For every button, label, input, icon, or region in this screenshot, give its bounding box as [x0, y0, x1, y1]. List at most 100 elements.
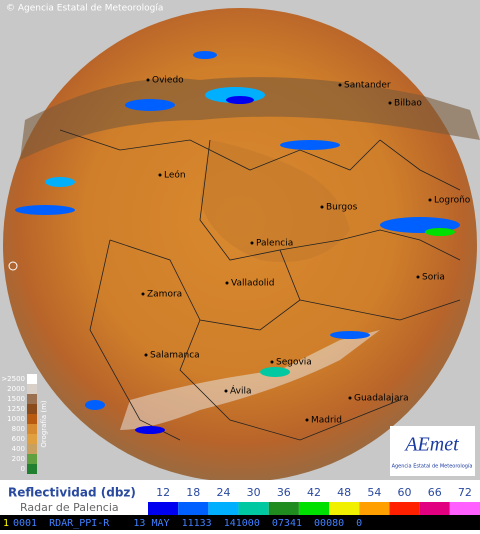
scale-swatch: [298, 502, 330, 515]
city-marker: [305, 418, 309, 422]
scale-swatch: [359, 502, 390, 515]
city-label: Valladolid: [231, 279, 274, 289]
scale-swatch: [148, 502, 179, 515]
orography-swatch: [27, 414, 37, 424]
orography-label: 600: [12, 435, 25, 443]
orography-label: 200: [12, 455, 25, 463]
orography-label: 1250: [7, 405, 25, 413]
orography-label: 800: [12, 425, 25, 433]
orography-legend: >250020001500125010008006004002000Orogra…: [1, 374, 48, 474]
orography-label: 1000: [7, 415, 25, 423]
orography-swatch: [27, 424, 37, 434]
legend-title: Reflectividad (dbz): [8, 486, 136, 500]
logo-caption: Agencia Estatal de Meteorología: [392, 463, 473, 470]
city-marker: [225, 281, 229, 285]
mountains: [20, 77, 480, 160]
city-marker: [338, 83, 342, 87]
scale-label: 72: [458, 486, 472, 499]
city-label: Logroño: [434, 196, 471, 206]
status-text: 0001 RDAR_PPI-R 13 MAY 11133 141000 0734…: [13, 518, 362, 529]
city-marker: [416, 275, 420, 279]
city-marker: [146, 78, 150, 82]
logo-box: [390, 426, 475, 476]
echo: [135, 426, 165, 434]
echo: [260, 367, 290, 377]
scale-label: 30: [247, 486, 261, 499]
map: [0, 0, 480, 480]
echo: [280, 140, 340, 150]
echo: [193, 51, 217, 59]
orography-label: 400: [12, 445, 25, 453]
orography-swatch: [27, 394, 37, 404]
scale-label: 24: [216, 486, 230, 499]
city-label: Segovia: [276, 358, 312, 368]
orography-label: >2500: [1, 375, 25, 383]
scale-label: 66: [428, 486, 442, 499]
city-label: Guadalajara: [354, 394, 409, 404]
scale-label: 36: [277, 486, 291, 499]
city-marker: [388, 101, 392, 105]
orography-swatch: [27, 444, 37, 454]
city-label: León: [164, 170, 186, 181]
scale-label: 60: [398, 486, 412, 499]
logo-brand: AEmet: [403, 434, 459, 456]
city-label: Ávila: [230, 385, 251, 397]
city-marker: [144, 353, 148, 357]
city-label: Bilbao: [394, 99, 422, 109]
scale-swatch: [208, 502, 239, 515]
city-marker: [224, 389, 228, 393]
scale-label: 12: [156, 486, 170, 499]
echo: [15, 205, 75, 215]
scale-swatch: [419, 502, 450, 515]
orography-label: 1500: [7, 395, 25, 403]
status-marker: 1: [3, 518, 9, 529]
echo: [226, 96, 254, 104]
scale-swatch: [449, 502, 480, 515]
orography-swatch: [27, 434, 37, 444]
reflectivity-scale: 12 18 24 30 36 42 48 54 60 66 72: [148, 486, 480, 515]
city-label: Zamora: [147, 290, 182, 300]
scale-swatch: [178, 502, 209, 515]
city-label: Soria: [422, 273, 445, 283]
orography-swatch: [27, 454, 37, 464]
orography-title: Orografía (m): [40, 400, 48, 448]
echo: [45, 177, 75, 187]
city-marker: [428, 198, 432, 202]
orography-label: 2000: [7, 385, 25, 393]
scale-swatch: [329, 502, 360, 515]
city-marker: [348, 396, 352, 400]
radar-echoes: [15, 51, 460, 434]
city-label: Oviedo: [152, 76, 184, 86]
radar-icon: [8, 261, 18, 271]
scale-swatch: [389, 502, 420, 515]
city-marker: [158, 173, 162, 177]
scale-label: 18: [186, 486, 200, 499]
scale-label: 42: [307, 486, 321, 499]
orography-swatch: [27, 404, 37, 414]
echo: [425, 228, 455, 236]
scale-label: 48: [337, 486, 351, 499]
orography-swatch: [27, 464, 37, 474]
echo: [125, 99, 175, 111]
city-marker: [141, 292, 145, 296]
city-label: Santander: [344, 81, 391, 91]
city-label: Salamanca: [150, 351, 200, 361]
scale-label: 54: [367, 486, 381, 499]
city-label: Burgos: [326, 203, 358, 213]
legend-subtitle: Radar de Palencia: [20, 501, 119, 514]
scale-swatch: [238, 502, 269, 515]
credit: © Agencia Estatal de Meteorología: [6, 4, 163, 14]
echo: [85, 400, 105, 410]
city-marker: [250, 241, 254, 245]
city-marker: [320, 205, 324, 209]
plain: [200, 140, 350, 262]
orography-swatch: [27, 384, 37, 394]
orography-swatch: [27, 374, 37, 384]
scale-swatch: [268, 502, 299, 515]
status-bar: [0, 515, 480, 530]
city-marker: [270, 360, 274, 364]
mountains: [120, 330, 380, 430]
city-label: Madrid: [311, 416, 342, 426]
